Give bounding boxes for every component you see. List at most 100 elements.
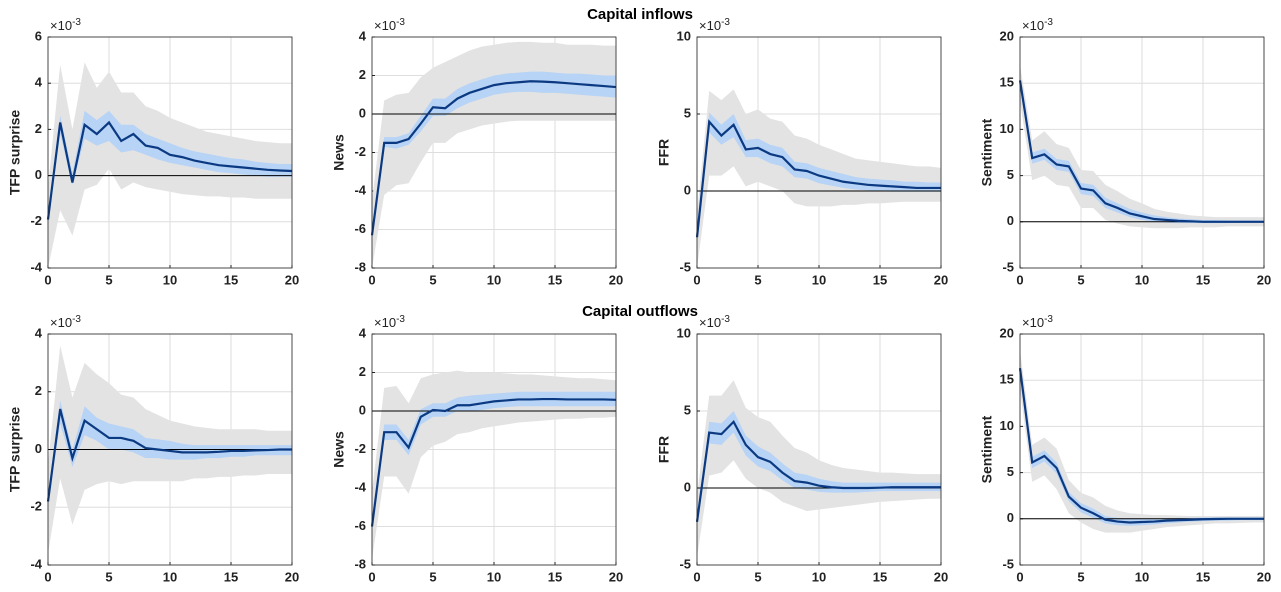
response-line: [1018, 80, 1264, 223]
y-tick-label: 0: [1007, 510, 1014, 525]
y-scale-label: ×10-3: [50, 314, 81, 331]
y-tick-label: 0: [35, 167, 42, 182]
x-tick-label: 10: [1135, 569, 1149, 584]
response-line: [695, 419, 941, 523]
y-scale-label: ×10-3: [699, 17, 730, 34]
y-scale-base: ×10: [374, 315, 396, 330]
x-tick-label: 0: [693, 272, 700, 287]
x-tick-label: 20: [1257, 569, 1271, 584]
y-tick-label: -2: [30, 213, 42, 228]
x-tick-label: 5: [429, 569, 436, 584]
x-tick-label: 5: [1077, 569, 1084, 584]
y-tick-label: 0: [684, 182, 691, 197]
x-tick-label: 5: [429, 272, 436, 287]
y-tick-label: -8: [354, 556, 366, 571]
y-scale-base: ×10: [50, 315, 72, 330]
subplot: 0 5 10 15 20 -8 -6 -4 -2 0 2 4 ×10-3 News Capital infl…: [331, 6, 693, 287]
chart-title: Capital inflows: [587, 6, 693, 23]
y-scale-exponent: -3: [721, 314, 730, 325]
y-tick-label: 5: [684, 402, 691, 417]
y-tick-label: 2: [359, 364, 366, 379]
y-tick-label: 0: [35, 441, 42, 456]
y-tick-label: -5: [1002, 259, 1014, 274]
x-tick-label: 0: [1016, 569, 1023, 584]
y-tick-label: 10: [677, 28, 691, 43]
chart-title: Capital outflows: [582, 303, 698, 320]
x-tick-label: 0: [44, 272, 51, 287]
y-tick-label: 6: [35, 28, 42, 43]
y-tick-label: 20: [1000, 325, 1014, 340]
y-scale-base: ×10: [374, 18, 396, 33]
y-tick-label: 15: [1000, 75, 1014, 90]
axes-box: [371, 36, 617, 269]
y-scale-label: ×10-3: [699, 314, 730, 331]
y-tick-label: -8: [354, 259, 366, 274]
y-tick-label: 5: [1007, 167, 1014, 182]
y-tick-label: 5: [1007, 464, 1014, 479]
y-tick-label: 0: [359, 402, 366, 417]
axes-box: [371, 333, 617, 566]
confidence-band: [372, 391, 616, 527]
y-scale-label: ×10-3: [1022, 17, 1053, 34]
x-tick-label: 5: [105, 569, 112, 584]
x-tick-label: 0: [693, 569, 700, 584]
y-tick-label: 10: [1000, 418, 1014, 433]
y-tick-label: -4: [30, 259, 42, 274]
y-axis-label: TFP surprise: [7, 407, 23, 493]
y-tick-label: 0: [1007, 213, 1014, 228]
x-tick-label: 15: [1196, 569, 1210, 584]
x-tick-label: 15: [224, 569, 238, 584]
x-tick-label: 15: [548, 569, 562, 584]
x-tick-label: 20: [285, 272, 299, 287]
y-tick-label: -6: [354, 221, 366, 236]
y-scale-label: ×10-3: [1022, 314, 1053, 331]
y-tick-label: 4: [359, 28, 367, 43]
x-tick-label: 10: [163, 272, 177, 287]
x-tick-label: 15: [873, 569, 887, 584]
y-tick-label: 5: [684, 105, 691, 120]
y-tick-label: -2: [30, 499, 42, 514]
y-tick-label: 10: [677, 325, 691, 340]
y-tick-label: 2: [35, 121, 42, 136]
y-axis-label: News: [331, 134, 347, 171]
response-line: [1018, 368, 1264, 524]
response-line: [370, 397, 617, 527]
y-axis-label: News: [331, 431, 347, 468]
x-tick-label: 20: [285, 569, 299, 584]
y-tick-label: 2: [359, 67, 366, 82]
y-axis-label: Sentiment: [979, 118, 995, 186]
y-tick-label: -2: [354, 441, 366, 456]
y-tick-label: -2: [354, 144, 366, 159]
y-scale-exponent: -3: [1044, 314, 1053, 325]
response-line: [46, 120, 293, 220]
axes-box: [47, 333, 293, 566]
confidence-band: [372, 41, 616, 268]
x-tick-label: 20: [609, 569, 623, 584]
y-scale-exponent: -3: [72, 314, 81, 325]
y-scale-base: ×10: [699, 315, 721, 330]
y-axis-label: FFR: [656, 139, 672, 166]
confidence-band: [48, 110, 292, 220]
x-tick-label: 20: [934, 569, 948, 584]
confidence-band: [372, 370, 616, 560]
x-tick-label: 20: [934, 272, 948, 287]
y-scale-exponent: -3: [1044, 17, 1053, 28]
x-tick-label: 10: [812, 272, 826, 287]
x-tick-label: 10: [487, 569, 501, 584]
y-axis-label: FFR: [656, 436, 672, 463]
x-tick-label: 0: [44, 569, 51, 584]
x-tick-label: 5: [754, 569, 761, 584]
y-tick-label: -5: [679, 259, 691, 274]
y-axis-label: Sentiment: [979, 415, 995, 483]
y-scale-base: ×10: [50, 18, 72, 33]
y-scale-exponent: -3: [396, 17, 405, 28]
x-tick-label: 0: [368, 272, 375, 287]
subplot: 0 5 10 15 20 -8 -6 -4 -2 0 2 4 ×10-3 News Capital outf…: [331, 303, 698, 584]
y-tick-label: 20: [1000, 28, 1014, 43]
x-tick-label: 0: [1016, 272, 1023, 287]
